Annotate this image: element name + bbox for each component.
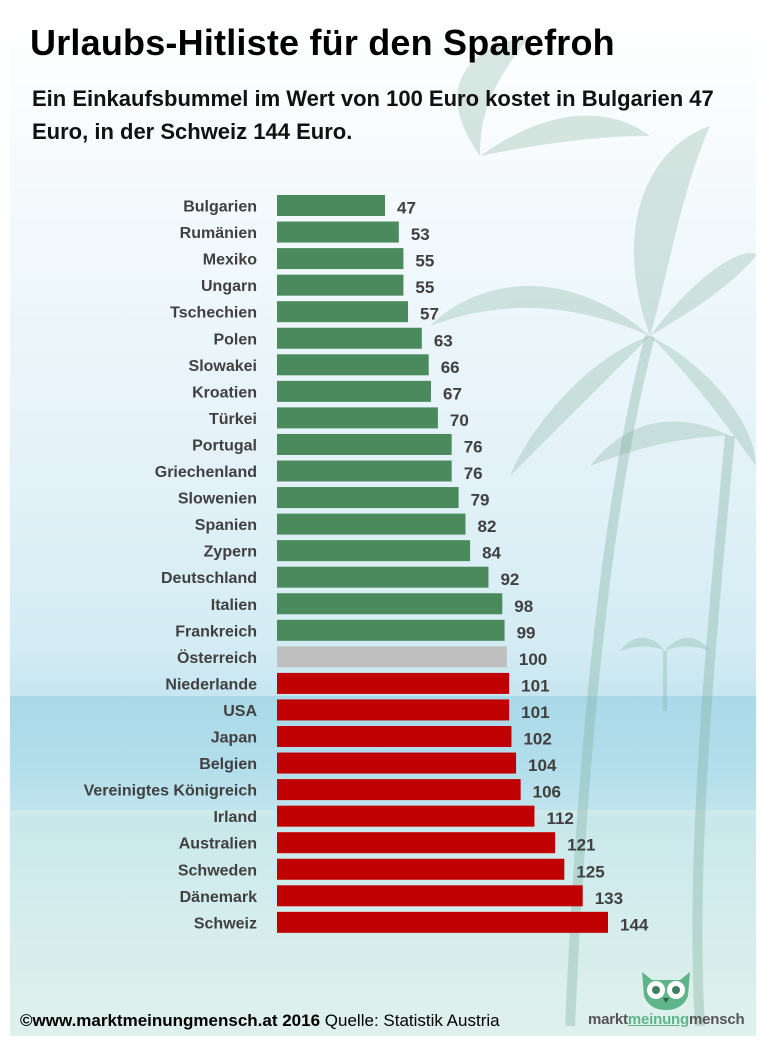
logo-word-meinung: meinung [627,1011,689,1028]
value-label: 79 [471,491,490,510]
category-label: Zypern [204,544,257,561]
value-label: 101 [521,676,549,695]
bar [277,487,459,509]
value-label: 104 [528,756,557,775]
value-label: 53 [411,225,430,244]
footer: ©www.marktmeinungmensch.at 2016 Quelle: … [20,1011,500,1031]
category-label: Frankreich [175,623,257,640]
category-label: Belgien [199,756,257,773]
data-source: Quelle: Statistik Austria [324,1011,500,1030]
value-label: 57 [420,305,439,324]
category-label: Türkei [209,411,257,428]
value-label: 67 [443,384,462,403]
category-label: Portugal [192,437,257,454]
category-label: Mexiko [203,252,257,269]
category-label: Österreich [177,648,257,667]
category-label: Tschechien [170,305,257,322]
bar [277,885,583,907]
value-label: 106 [533,783,561,802]
chart-title: Urlaubs-Hitliste für den Sparefroh [30,22,615,63]
category-label: Niederlande [165,676,257,693]
bar [277,248,404,270]
category-label: Vereinigtes Königreich [84,783,257,800]
category-label: Bulgarien [183,199,257,216]
bar [277,460,452,482]
bar [277,779,521,801]
category-label: Schweden [178,862,257,879]
bar [277,832,556,854]
category-label: Dänemark [180,889,257,906]
bar [277,858,565,880]
infographic-frame: Urlaubs-Hitliste für den Sparefroh Ein E… [10,6,756,1036]
logo-word-mensch: mensch [688,1011,745,1028]
category-label: Deutschland [161,570,257,587]
category-label: Griechenland [155,464,257,481]
value-label: 66 [441,358,460,377]
bar-chart: Bulgarien 47 Rumänien 53 Mexiko 55 Ungarn 55 Tsc… [84,195,649,934]
bar [277,566,489,588]
brand-logo: marktmeinungmensch [588,966,756,1036]
value-label: 63 [434,331,453,350]
bar [277,407,438,429]
bar [277,672,510,694]
logo-word-markt: markt [588,1011,628,1028]
bar [277,805,535,827]
bar [277,221,399,243]
logo-wordmark: marktmeinungmensch [588,1011,745,1028]
value-label: 100 [519,650,547,669]
value-label: 133 [595,889,623,908]
value-label: 98 [514,597,533,616]
value-label: 99 [517,623,536,642]
category-label: Ungarn [201,278,257,295]
chart-subtitle: Ein Einkaufsbummel im Wert von 100 Euro … [32,86,714,144]
category-label: Australien [179,836,257,853]
category-label: Italien [211,597,257,614]
value-label: 55 [415,252,434,271]
bar [277,699,510,721]
category-label: Spanien [195,517,257,534]
category-label: Slowenien [178,491,257,508]
bar [277,354,429,376]
bar [277,274,404,296]
value-label: 121 [567,836,595,855]
bar [277,301,409,323]
value-label: 125 [576,862,604,881]
value-label: 70 [450,411,469,430]
category-label: Schweiz [194,915,257,932]
value-label: 92 [500,570,519,589]
bar [277,513,466,535]
category-label: Rumänien [180,225,257,242]
value-label: 101 [521,703,549,722]
bar [277,646,507,668]
value-label: 47 [397,199,416,218]
owl-icon [642,972,690,1010]
bar [277,593,503,615]
bar [277,380,432,402]
value-label: 76 [464,464,483,483]
category-label: USA [223,703,257,720]
category-label: Slowakei [189,358,257,375]
bar [277,195,386,216]
category-label: Polen [213,331,257,348]
category-label: Irland [213,809,257,826]
value-label: 112 [546,809,573,828]
bar [277,327,422,349]
value-label: 55 [415,278,434,297]
bar [277,619,505,641]
bar [277,752,517,774]
bar [277,911,608,933]
value-label: 76 [464,437,483,456]
value-label: 82 [477,517,496,536]
copyright-credit: ©www.marktmeinungmensch.at 2016 [20,1011,321,1030]
category-label: Kroatien [192,384,257,401]
value-label: 84 [482,544,501,563]
bar [277,726,512,747]
category-label: Japan [211,730,257,747]
value-label: 102 [523,730,551,749]
bar [277,540,471,562]
value-label: 144 [620,915,649,934]
bar [277,433,452,455]
